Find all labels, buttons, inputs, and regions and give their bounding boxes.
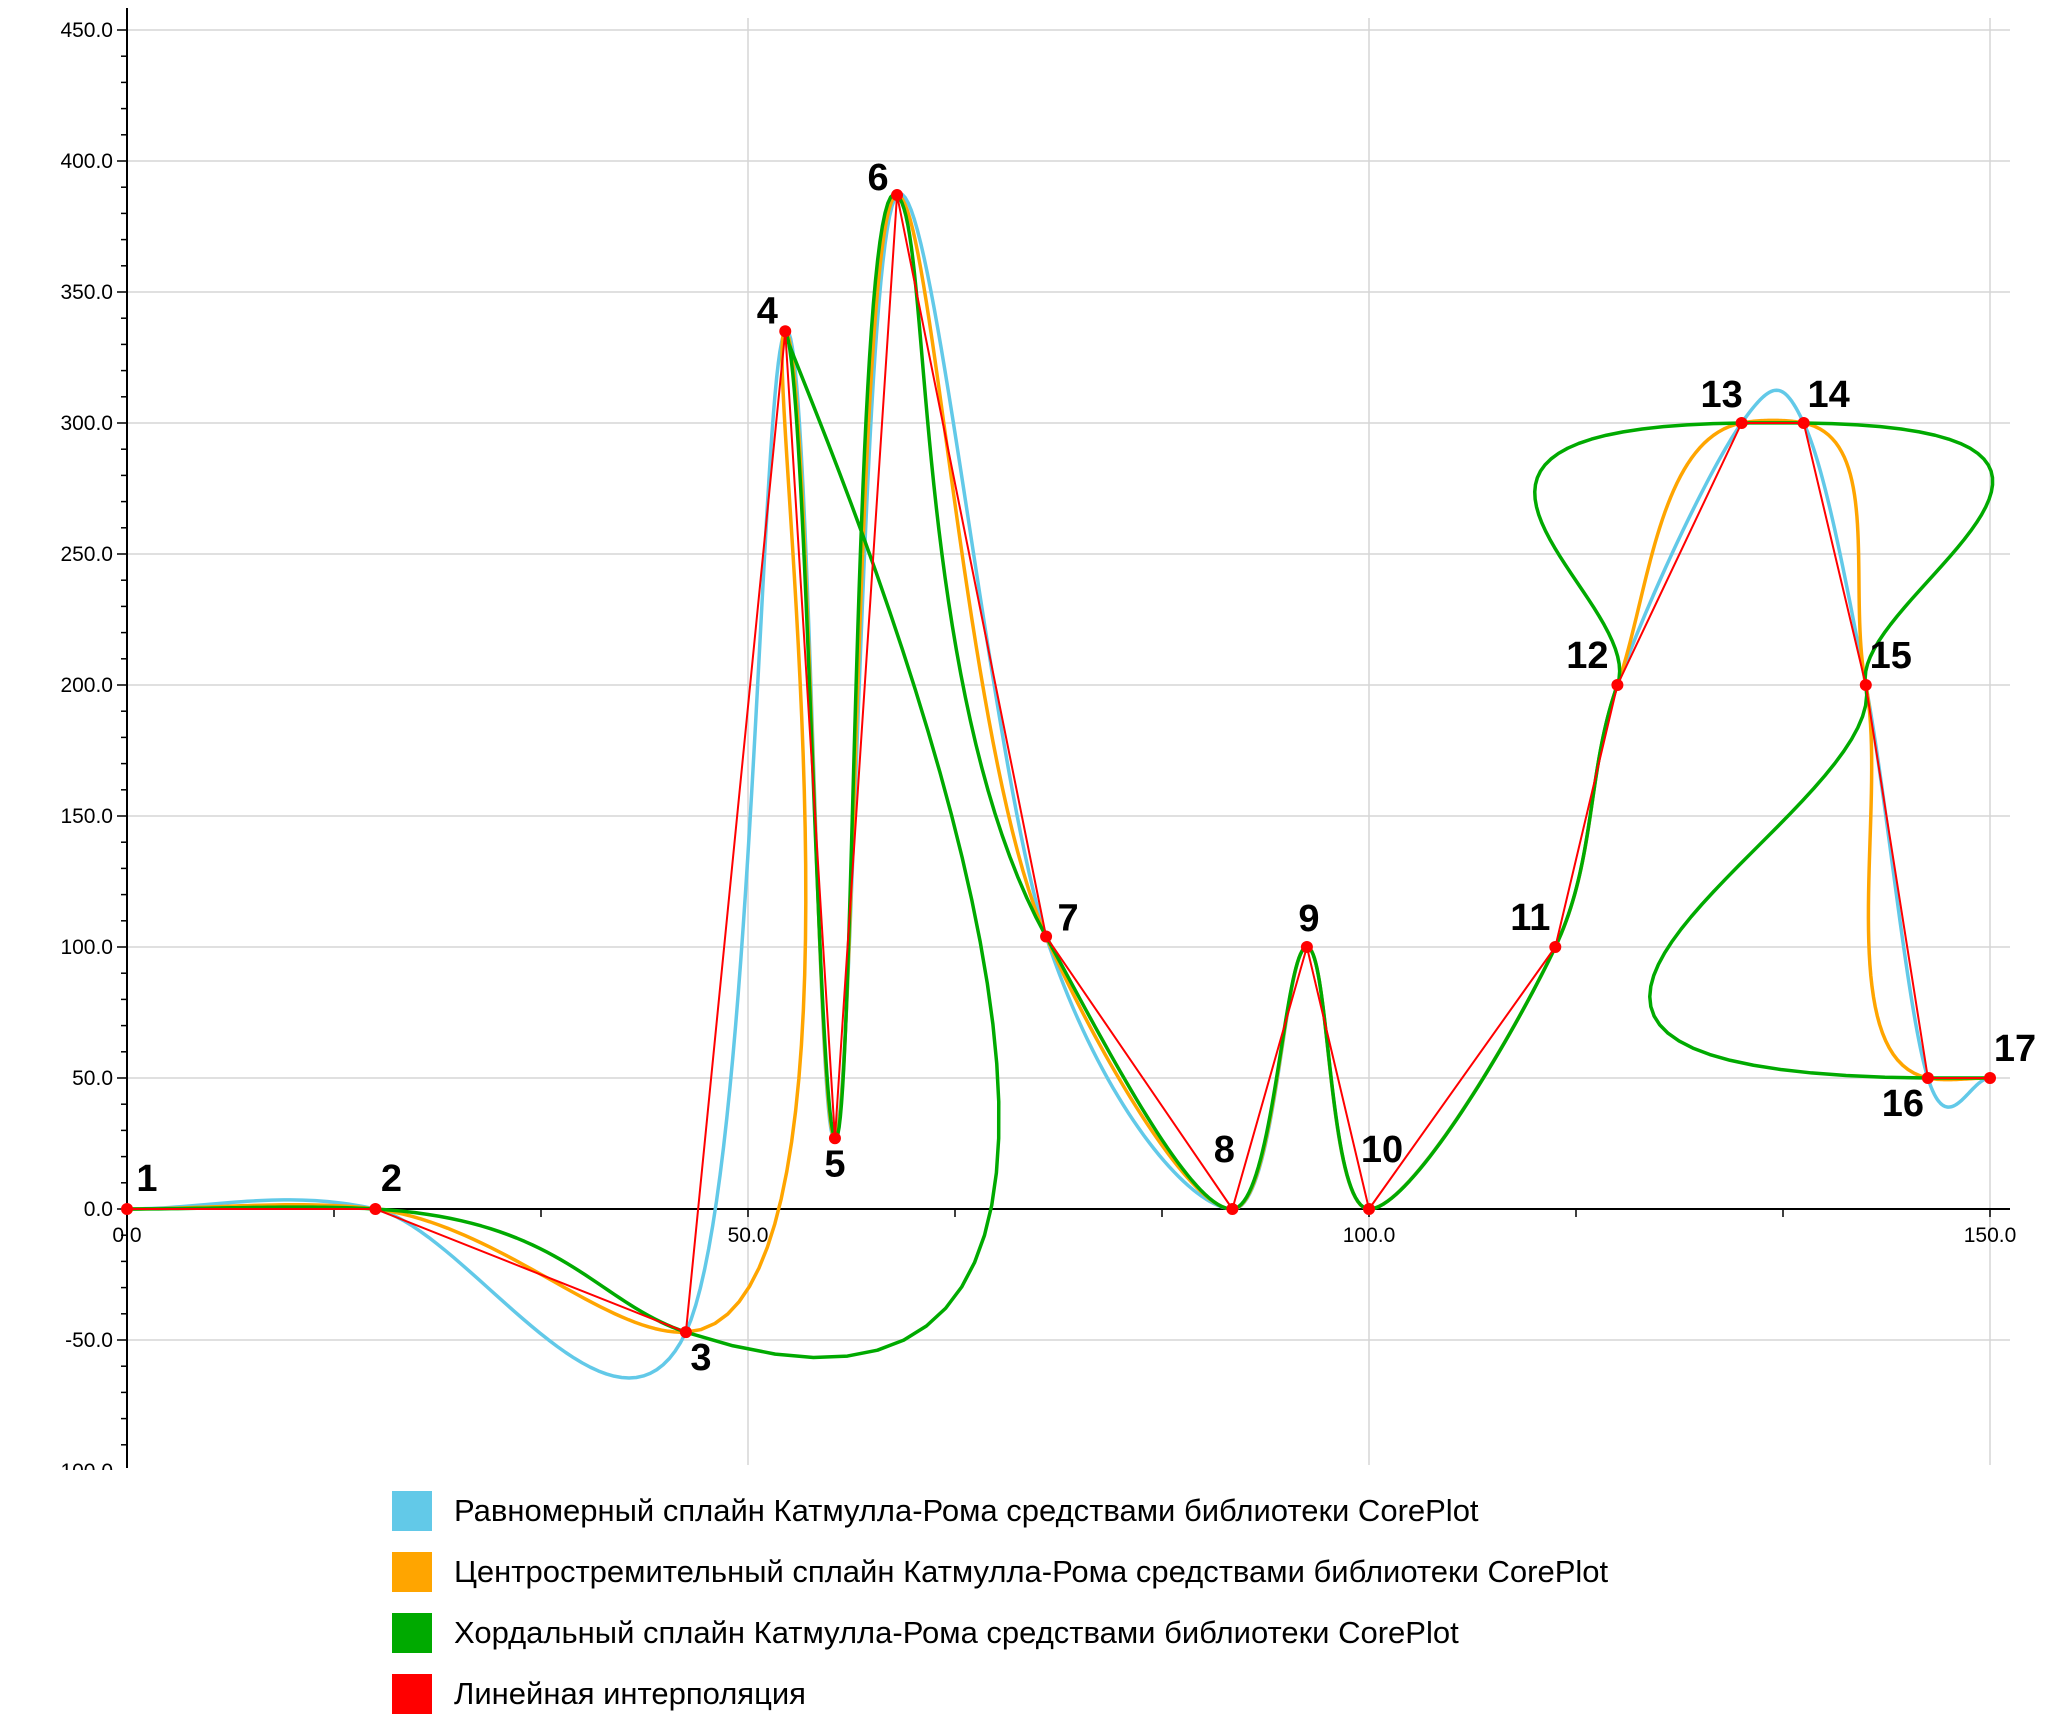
y-tick-label: 300.0 xyxy=(60,412,113,435)
data-point-marker xyxy=(828,1132,841,1145)
point-label-3: 3 xyxy=(690,1337,711,1379)
point-label-4: 4 xyxy=(757,290,778,332)
legend-label: Центростремительный сплайн Катмулла-Рома… xyxy=(454,1553,1609,1589)
x-tick-label: 150.0 xyxy=(1964,1224,2017,1247)
x-tick-label: 0.0 xyxy=(112,1224,141,1247)
data-point-marker xyxy=(1797,417,1810,429)
x-tick-label: 50.0 xyxy=(728,1224,769,1247)
y-tick-label: -50.0 xyxy=(65,1329,113,1352)
y-tick-label: -100.0 xyxy=(53,1460,113,1470)
chart: -100.0-50.00.050.0100.0150.0200.0250.030… xyxy=(53,8,2036,1470)
legend-label: Равномерный сплайн Катмулла-Рома средств… xyxy=(454,1492,1479,1528)
series-lines xyxy=(126,191,1995,1380)
y-tick-label: 400.0 xyxy=(60,150,113,173)
y-tick-label: 0.0 xyxy=(84,1198,113,1221)
data-points xyxy=(121,189,1996,1339)
data-point-marker xyxy=(779,325,792,338)
data-point-marker xyxy=(891,189,904,202)
y-tick-label: 100.0 xyxy=(60,936,113,959)
y-tick-label: 250.0 xyxy=(60,543,113,566)
point-label-11: 11 xyxy=(1510,897,1550,939)
point-label-14: 14 xyxy=(1808,374,1850,416)
point-label-5: 5 xyxy=(824,1143,845,1185)
legend-item: Линейная интерполяция xyxy=(392,1663,1608,1724)
point-label-1: 1 xyxy=(136,1158,157,1200)
point-label-10: 10 xyxy=(1361,1129,1403,1171)
data-point-marker xyxy=(1363,1203,1375,1215)
point-label-2: 2 xyxy=(381,1158,402,1200)
legend-swatch xyxy=(392,1612,432,1653)
point-label-16: 16 xyxy=(1882,1083,1924,1125)
axes: -100.0-50.00.050.0100.0150.0200.0250.030… xyxy=(53,8,2016,1470)
point-label-15: 15 xyxy=(1870,635,1912,677)
legend-item: Хордальный сплайн Катмулла-Рома средства… xyxy=(392,1602,1608,1663)
data-point-marker xyxy=(1921,1072,1934,1084)
point-label-7: 7 xyxy=(1058,898,1079,940)
legend-item: Центростремительный сплайн Катмулла-Рома… xyxy=(392,1541,1608,1602)
series-line-uniform xyxy=(126,191,1991,1380)
data-point-marker xyxy=(1984,1072,1996,1084)
legend-label: Линейная интерполяция xyxy=(454,1675,806,1711)
series-line-centripetal xyxy=(126,193,1991,1334)
data-point-marker xyxy=(1040,930,1053,943)
y-tick-label: 450.0 xyxy=(60,19,113,42)
data-point-marker xyxy=(1611,679,1624,691)
y-tick-label: 50.0 xyxy=(72,1067,113,1090)
data-point-marker xyxy=(1859,679,1872,691)
legend-swatch xyxy=(392,1490,432,1531)
series-line-chordal xyxy=(126,192,1995,1360)
y-tick-label: 150.0 xyxy=(60,805,113,828)
data-point-marker xyxy=(1735,417,1748,429)
data-point-marker xyxy=(1300,941,1313,953)
point-label-17: 17 xyxy=(1994,1028,2036,1070)
data-point-marker xyxy=(369,1203,382,1215)
data-point-marker xyxy=(1226,1203,1239,1215)
point-label-13: 13 xyxy=(1700,374,1742,416)
legend-label: Хордальный сплайн Катмулла-Рома средства… xyxy=(454,1614,1459,1650)
legend: Равномерный сплайн Катмулла-Рома средств… xyxy=(392,1480,1608,1724)
point-label-12: 12 xyxy=(1566,635,1608,677)
legend-swatch xyxy=(392,1673,432,1714)
grid xyxy=(127,18,2010,1465)
x-tick-label: 100.0 xyxy=(1343,1224,1396,1247)
legend-item: Равномерный сплайн Катмулла-Рома средств… xyxy=(392,1480,1608,1541)
point-label-6: 6 xyxy=(867,157,888,199)
legend-swatch xyxy=(392,1551,432,1592)
data-point-marker xyxy=(679,1326,692,1339)
data-point-marker xyxy=(1549,941,1562,953)
point-label-9: 9 xyxy=(1298,898,1319,940)
point-label-8: 8 xyxy=(1214,1129,1235,1171)
y-tick-label: 200.0 xyxy=(60,674,113,697)
y-tick-label: 350.0 xyxy=(60,281,113,304)
data-point-marker xyxy=(121,1203,133,1215)
series-line-linear xyxy=(127,194,1990,1334)
